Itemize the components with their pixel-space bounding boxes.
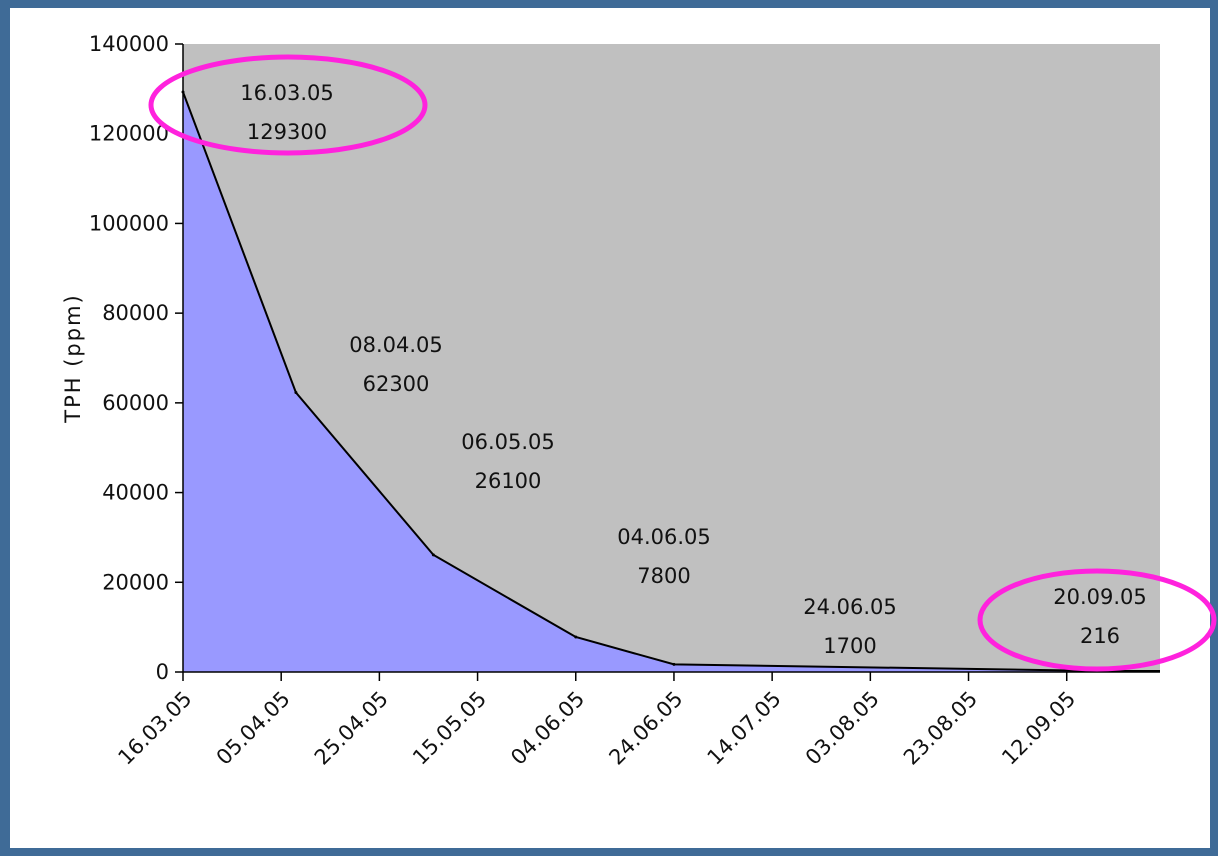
y-tick-label: 100000 (89, 211, 169, 235)
data-point (294, 391, 298, 395)
y-axis-title: TPH (ppm) (61, 293, 85, 423)
annotation-value: 1700 (823, 634, 876, 658)
annotation-value: 129300 (247, 120, 327, 144)
annotation-date: 08.04.05 (349, 333, 443, 357)
annotation-date: 04.06.05 (617, 525, 711, 549)
y-tick-label: 80000 (102, 301, 169, 325)
y-tick-label: 40000 (102, 481, 169, 505)
annotation-date: 16.03.05 (240, 81, 334, 105)
y-tick-label: 120000 (89, 122, 169, 146)
y-tick-label: 20000 (102, 570, 169, 594)
data-point (672, 662, 676, 666)
data-annotation: 20.09.05 216 (977, 568, 1217, 672)
annotation-value: 62300 (363, 372, 430, 396)
y-tick-label: 60000 (102, 391, 169, 415)
highlight-ellipse (977, 568, 1217, 672)
data-point (431, 553, 435, 557)
y-tick-label: 0 (156, 660, 169, 684)
annotation-value: 216 (1080, 624, 1120, 648)
area-fill (183, 92, 1160, 672)
annotation-value: 7800 (637, 564, 690, 588)
annotation-value: 26100 (475, 469, 542, 493)
annotation-date: 06.05.05 (461, 430, 555, 454)
data-annotation: 04.06.05 7800 (617, 525, 711, 588)
annotation-date: 24.06.05 (803, 595, 897, 619)
y-tick-label: 140000 (89, 32, 169, 56)
data-annotation: 06.05.05 26100 (461, 430, 555, 493)
data-annotation: 08.04.05 62300 (349, 333, 443, 396)
annotation-date: 20.09.05 (1053, 585, 1147, 609)
data-annotation: 16.03.05 129300 (148, 54, 428, 156)
data-annotation: 24.06.05 1700 (803, 595, 897, 658)
data-point (574, 635, 578, 639)
highlight-ellipse (148, 54, 428, 156)
